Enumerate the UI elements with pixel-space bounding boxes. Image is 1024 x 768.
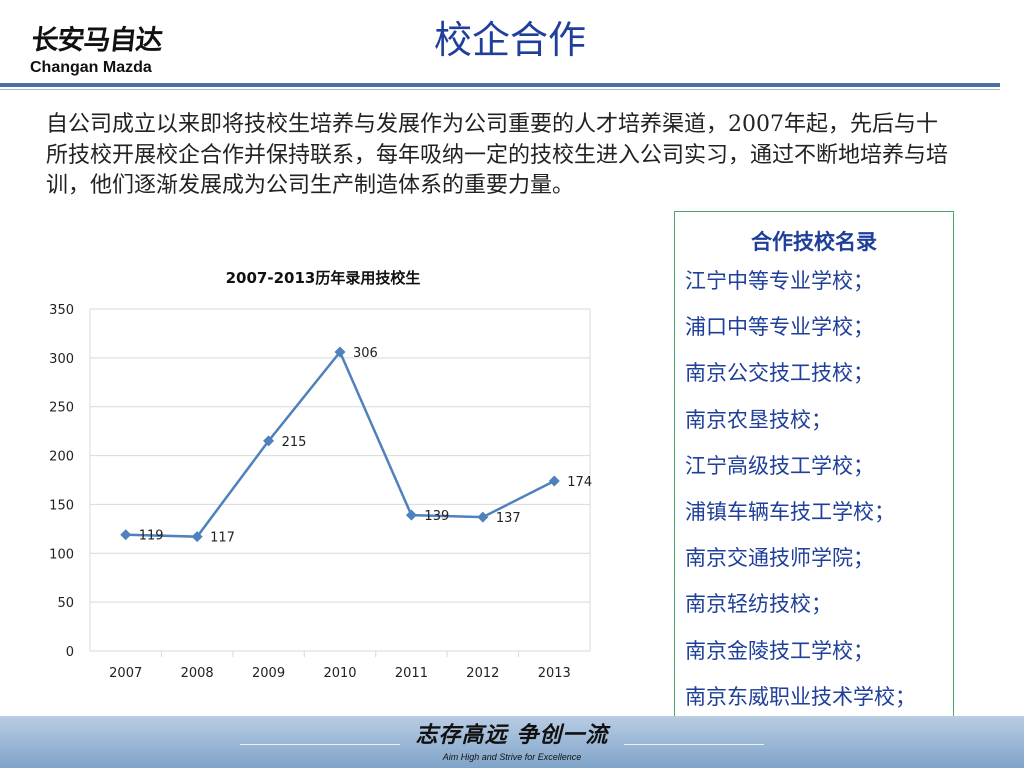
y-tick-label: 150 bbox=[49, 498, 74, 513]
data-point-marker bbox=[334, 346, 346, 358]
chart-title: 2007-2013历年录用技校生 bbox=[226, 269, 421, 287]
data-point-marker bbox=[548, 475, 560, 487]
partner-school-item: 江宁高级技工学校； bbox=[685, 453, 874, 478]
x-tick-label: 2009 bbox=[252, 666, 285, 681]
gridlines bbox=[90, 308, 590, 657]
x-tick-label: 2007 bbox=[109, 666, 142, 681]
partner-school-item: 南京农垦技校； bbox=[685, 407, 832, 432]
partner-school-item: 南京公交技工技校； bbox=[685, 361, 874, 386]
data-label: 117 bbox=[210, 531, 235, 546]
partner-school-item: 南京金陵技工学校； bbox=[685, 638, 874, 663]
intro-paragraph: 自公司成立以来即将技校生培养与发展作为公司重要的人才培养渠道，2007年起，先后… bbox=[46, 112, 949, 198]
y-tick-label: 0 bbox=[66, 645, 74, 660]
footer-band bbox=[0, 716, 1024, 768]
header-divider bbox=[0, 83, 1000, 87]
data-point-marker bbox=[477, 511, 489, 523]
partner-school-item: 南京轻纺技校； bbox=[685, 592, 832, 617]
recruitment-line-chart: 2007-2013历年录用技校生 0 50 100 150 200 250 300 350 2… bbox=[49, 269, 592, 681]
data-point-marker bbox=[263, 435, 275, 447]
y-axis-tick-labels: 0 50 100 150 200 250 300 350 bbox=[49, 303, 74, 660]
header-divider-thin bbox=[0, 89, 1000, 90]
company-logo: 长安马自达 Changan Mazda bbox=[30, 25, 200, 82]
footer-slogan-english: Aim High and Strive for Excellence bbox=[442, 752, 582, 762]
plot-area bbox=[89, 308, 591, 652]
y-tick-label: 300 bbox=[49, 352, 74, 367]
partner-schools-panel: 合作技校名录 江宁中等专业学校； 浦口中等专业学校； 南京公交技工技校； 南京农垦技校… bbox=[674, 211, 954, 732]
partner-schools-list: 江宁中等专业学校； 浦口中等专业学校； 南京公交技工技校； 南京农垦技校； 江宁高级技工… bbox=[675, 258, 953, 720]
x-tick-label: 2011 bbox=[395, 666, 428, 681]
y-tick-label: 200 bbox=[49, 450, 74, 465]
y-tick-label: 250 bbox=[49, 401, 74, 416]
logo-chinese-text: 长安马自达 bbox=[30, 25, 164, 56]
partner-school-item: 浦镇车辆车技工学校； bbox=[685, 499, 895, 524]
data-label: 137 bbox=[496, 511, 521, 526]
data-label: 215 bbox=[282, 435, 307, 450]
data-point-marker bbox=[120, 529, 132, 541]
data-labels: 119 117 215 306 139 137 174 bbox=[139, 346, 592, 546]
x-tick-label: 2013 bbox=[538, 666, 571, 681]
logo-english-text: Changan Mazda bbox=[30, 59, 152, 76]
x-tick-label: 2008 bbox=[181, 666, 214, 681]
x-axis-tick-labels: 2007 2008 2009 2010 2011 2012 2013 bbox=[109, 666, 571, 681]
data-label: 119 bbox=[139, 529, 164, 544]
x-tick-label: 2010 bbox=[323, 666, 356, 681]
series-line bbox=[125, 349, 555, 538]
partner-school-item: 南京东威职业技术学校； bbox=[685, 684, 916, 709]
footer-slogan-chinese: 志存高远 争创一流 bbox=[415, 723, 609, 748]
y-tick-label: 50 bbox=[57, 596, 74, 611]
footer-line-right bbox=[624, 744, 764, 745]
partner-schools-title: 合作技校名录 bbox=[751, 230, 877, 254]
data-point-marker bbox=[405, 509, 417, 521]
data-label: 306 bbox=[353, 346, 378, 361]
data-markers bbox=[120, 346, 560, 543]
y-tick-label: 100 bbox=[49, 547, 74, 562]
footer-line-left bbox=[240, 744, 400, 745]
partner-school-item: 江宁中等专业学校； bbox=[685, 269, 874, 293]
page-title: 校企合作 bbox=[433, 18, 586, 62]
partner-school-item: 浦口中等专业学校； bbox=[685, 315, 874, 340]
data-point-marker bbox=[191, 531, 203, 543]
data-label: 139 bbox=[424, 509, 449, 524]
data-label: 174 bbox=[567, 475, 592, 490]
partner-school-item: 南京交通技师学院； bbox=[685, 546, 874, 571]
x-tick-label: 2012 bbox=[466, 666, 499, 681]
y-tick-label: 350 bbox=[49, 303, 74, 318]
